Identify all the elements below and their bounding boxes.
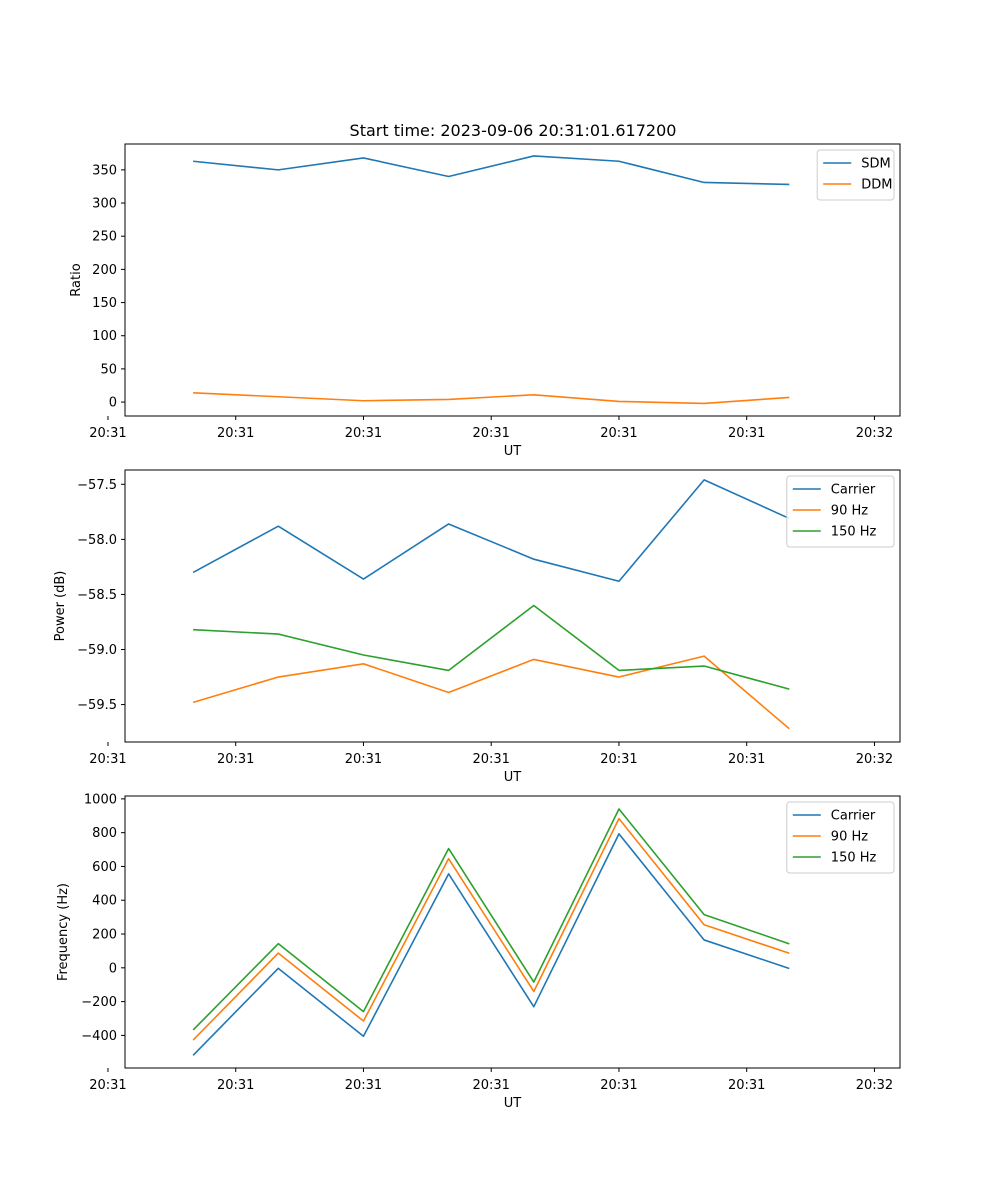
power-axes-frame <box>124 469 901 743</box>
frequency-legend: Carrier 90 Hz 150 Hz <box>786 801 895 874</box>
power-series-carrier-line <box>192 479 790 583</box>
frequency-y-tick-label: 200 <box>92 928 117 943</box>
power-legend: Carrier 90 Hz 150 Hz <box>786 475 895 548</box>
ratio-y-tick-label: 350 <box>92 163 117 178</box>
frequency-y-tick-label: −200 <box>81 995 117 1010</box>
frequency-axes-frame <box>124 795 901 1069</box>
ratio-y-tick-label: 250 <box>92 230 117 245</box>
frequency-x-tick-label: 20:31 <box>89 1078 126 1093</box>
ratio-y-tick-label: 150 <box>92 296 117 311</box>
ratio-x-tick-label: 20:32 <box>856 426 893 441</box>
power-y-tick-label: −59.0 <box>77 643 117 658</box>
ratio-x-tick-label: 20:31 <box>728 426 765 441</box>
frequency-y-tick-label: 0 <box>109 961 117 976</box>
frequency-y-tick-label: −400 <box>81 1029 117 1044</box>
power-x-tick-label: 20:31 <box>217 752 254 767</box>
power-x-tick-label: 20:32 <box>856 752 893 767</box>
ratio-panel: 20:31 20:31 20:31 20:31 20:31 20:31 20:32 0 50 10… <box>69 143 901 459</box>
frequency-series-carrier-line <box>192 833 790 1056</box>
frequency-panel: 20:31 20:31 20:31 20:31 20:31 20:31 20:32 −400 −… <box>56 792 901 1111</box>
frequency-x-tick-label: 20:31 <box>472 1078 509 1093</box>
ratio-x-tick-label: 20:31 <box>345 426 382 441</box>
power-x-tick-label: 20:31 <box>728 752 765 767</box>
ratio-axes-frame <box>124 143 901 417</box>
frequency-x-tick-label: 20:31 <box>345 1078 382 1093</box>
power-y-tick-label: −59.5 <box>77 698 117 713</box>
ratio-legend: SDM DDM <box>816 149 895 201</box>
power-y-tick-label: −57.5 <box>77 478 117 493</box>
ratio-series-sdm-line <box>193 155 790 186</box>
ratio-y-tick-label: 300 <box>92 197 117 212</box>
frequency-y-tick-label: 400 <box>92 894 117 909</box>
power-y-axis-label: Power (dB) <box>53 571 68 642</box>
frequency-series-150-hz-line <box>192 808 790 1031</box>
ratio-x-axis-label: UT <box>504 444 522 459</box>
frequency-legend-entry: Carrier <box>831 809 876 824</box>
power-x-axis-label: UT <box>504 770 522 785</box>
frequency-y-tick-label: 1000 <box>84 792 117 807</box>
ratio-x-tick-label: 20:31 <box>600 426 637 441</box>
power-legend-entry: 90 Hz <box>831 504 868 519</box>
power-series-150-hz-line <box>193 604 790 690</box>
power-y-tick-label: −58.5 <box>77 588 117 603</box>
ratio-y-tick-label: 50 <box>100 362 117 377</box>
ratio-legend-entry: SDM <box>861 157 890 172</box>
frequency-legend-entry: 90 Hz <box>831 830 868 845</box>
figure-title: Start time: 2023-09-06 20:31:01.617200 <box>350 121 677 140</box>
frequency-x-tick-label: 20:31 <box>217 1078 254 1093</box>
power-legend-entry: Carrier <box>831 483 876 498</box>
power-x-tick-label: 20:31 <box>472 752 509 767</box>
frequency-x-tick-label: 20:31 <box>600 1078 637 1093</box>
power-x-tick-label: 20:31 <box>345 752 382 767</box>
frequency-legend-entry: 150 Hz <box>831 851 877 866</box>
frequency-y-axis-label: Frequency (Hz) <box>56 883 71 981</box>
frequency-x-tick-label: 20:31 <box>728 1078 765 1093</box>
ratio-x-tick-label: 20:31 <box>472 426 509 441</box>
frequency-x-tick-label: 20:32 <box>856 1078 893 1093</box>
ratio-y-tick-label: 0 <box>109 396 117 411</box>
frequency-legend-box <box>786 801 895 874</box>
power-legend-box <box>786 475 895 548</box>
frequency-series-90-hz-line <box>192 817 790 1041</box>
frequency-y-tick-label: 800 <box>92 826 117 841</box>
ratio-x-tick-label: 20:31 <box>217 426 254 441</box>
power-panel: 20:31 20:31 20:31 20:31 20:31 20:31 20:32 −59.5… <box>53 469 901 785</box>
ratio-legend-entry: DDM <box>861 178 892 193</box>
power-series-90-hz-line <box>192 655 790 730</box>
frequency-y-tick-label: 600 <box>92 860 117 875</box>
frequency-x-axis-label: UT <box>504 1096 522 1111</box>
ratio-series-ddm-line <box>193 391 790 405</box>
ratio-x-tick-label: 20:31 <box>89 426 126 441</box>
ratio-y-axis-label: Ratio <box>69 263 84 296</box>
ratio-y-tick-label: 100 <box>92 329 117 344</box>
power-legend-entry: 150 Hz <box>831 525 877 540</box>
power-y-tick-label: −58.0 <box>77 533 117 548</box>
ratio-y-tick-label: 200 <box>92 263 117 278</box>
power-x-tick-label: 20:31 <box>89 752 126 767</box>
power-x-tick-label: 20:31 <box>600 752 637 767</box>
